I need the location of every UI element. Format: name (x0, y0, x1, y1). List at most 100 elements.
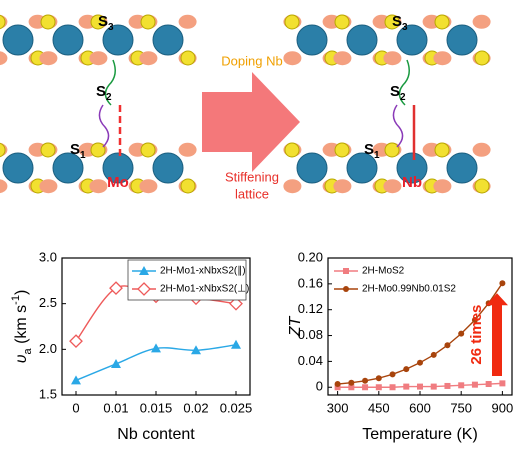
y-tick-label: 0.12 (298, 301, 323, 316)
marker (334, 381, 341, 388)
y-title-part: (km s (13, 305, 30, 349)
marker (348, 384, 355, 391)
marker (389, 384, 396, 391)
legend-box (127, 259, 247, 301)
electron-lobe (333, 51, 352, 66)
sulfur-atom (384, 14, 400, 30)
sulfur-index: 1 (374, 150, 380, 161)
electron-lobe (89, 179, 108, 194)
electron-lobe (139, 179, 158, 194)
legend-label: 2H-MoS2 (362, 266, 405, 277)
marker (362, 384, 369, 391)
metal-atom (2, 152, 34, 184)
x-tick-label: 0.025 (220, 400, 253, 415)
marker (444, 342, 451, 349)
sulfur-label: S3 (98, 13, 114, 33)
marker (417, 383, 423, 390)
marker (458, 330, 465, 337)
metal-atom (102, 24, 134, 56)
electron-lobe (433, 51, 452, 66)
marker (343, 286, 349, 292)
y-tick-label: 0.08 (298, 327, 323, 342)
chart: 0 0.01 0.015 0.02 0.025 1.5 2.0 2.5 3.0 Nb conten… (10, 249, 252, 443)
y-tick-label: 0.20 (298, 249, 323, 264)
annotation: 26 times (468, 305, 485, 365)
arrow-bottom-label: Stiffening (225, 169, 279, 184)
sulfur-label: S2 (390, 83, 406, 103)
electron-lobe (89, 51, 108, 66)
bond (98, 104, 110, 148)
marker (403, 383, 410, 390)
legend-label: 2H-Mo1-xNbxS2(⊥) (160, 284, 249, 295)
marker (375, 384, 382, 391)
electron-lobe (0, 179, 8, 194)
arrow-bottom-label: lattice (235, 186, 269, 201)
sulfur-atom (0, 14, 6, 30)
sulfur-symbol: S (98, 13, 108, 30)
x-axis-title: Nb content (117, 426, 195, 443)
marker (471, 381, 478, 388)
sulfur-symbol: S (390, 83, 400, 100)
marker (485, 381, 492, 388)
electron-lobe (178, 14, 197, 29)
sulfur-atom (140, 14, 156, 30)
sulfur-atom (334, 14, 350, 30)
x-axis-title: Temperature (K) (362, 426, 478, 443)
y-title-part: -1 (10, 295, 22, 305)
electron-lobe (178, 142, 197, 157)
sulfur-atom (140, 142, 156, 158)
marker (229, 296, 243, 311)
y-title-part: a (22, 347, 34, 354)
electron-lobe (333, 179, 352, 194)
sulfur-index: 2 (400, 92, 406, 103)
marker (417, 359, 423, 366)
sulfur-label: S3 (392, 13, 408, 33)
y-tick-label: 2.5 (39, 295, 57, 310)
marker (375, 375, 382, 382)
sulfur-index: 2 (106, 92, 112, 103)
marker (348, 379, 355, 386)
x-tick-label: 450 (368, 400, 390, 415)
marker (111, 358, 121, 368)
sulfur-atom (180, 178, 196, 194)
electron-lobe (283, 179, 302, 194)
sulfur-index: 3 (108, 22, 114, 33)
sulfur-atom (180, 50, 196, 66)
electron-lobe (472, 14, 491, 29)
y-title-part: ) (13, 290, 30, 295)
sulfur-atom (40, 142, 56, 158)
sulfur-atom (90, 142, 106, 158)
marker (69, 334, 83, 349)
metal-atom (102, 152, 134, 184)
electron-lobe (39, 51, 58, 66)
sulfur-atom (0, 142, 6, 158)
y-tick-label: 0.04 (298, 353, 323, 368)
marker (231, 339, 241, 349)
legend-label: 2H-Mo0.99Nb0.01S2 (362, 284, 456, 295)
y-tick-label: 0.16 (298, 275, 323, 290)
metal-atom (396, 152, 428, 184)
metal-atom (152, 24, 184, 56)
sulfur-atom (474, 178, 490, 194)
marker (499, 380, 506, 387)
electron-lobe (472, 142, 491, 157)
x-tick-label: 0.01 (103, 400, 128, 415)
marker (458, 382, 465, 389)
electron-lobe (383, 51, 402, 66)
plot-frame (61, 257, 251, 396)
metal-atom (52, 152, 84, 184)
sulfur-symbol: S (392, 13, 402, 30)
sulfur-symbol: S (96, 83, 106, 100)
sulfur-atom (434, 14, 450, 30)
x-tick-label: 300 (327, 400, 349, 415)
legend-label: 2H-Mo1-xNbxS2(∥) (160, 266, 246, 277)
doping-arrow (202, 72, 300, 172)
y-axis-title: υa (km s-1) (10, 290, 34, 364)
sulfur-atom (334, 142, 350, 158)
y-title-part: υ (13, 354, 30, 363)
sulfur-index: 1 (80, 150, 86, 161)
bond (398, 59, 410, 106)
metal-atom (346, 24, 378, 56)
metal-atom (152, 152, 184, 184)
